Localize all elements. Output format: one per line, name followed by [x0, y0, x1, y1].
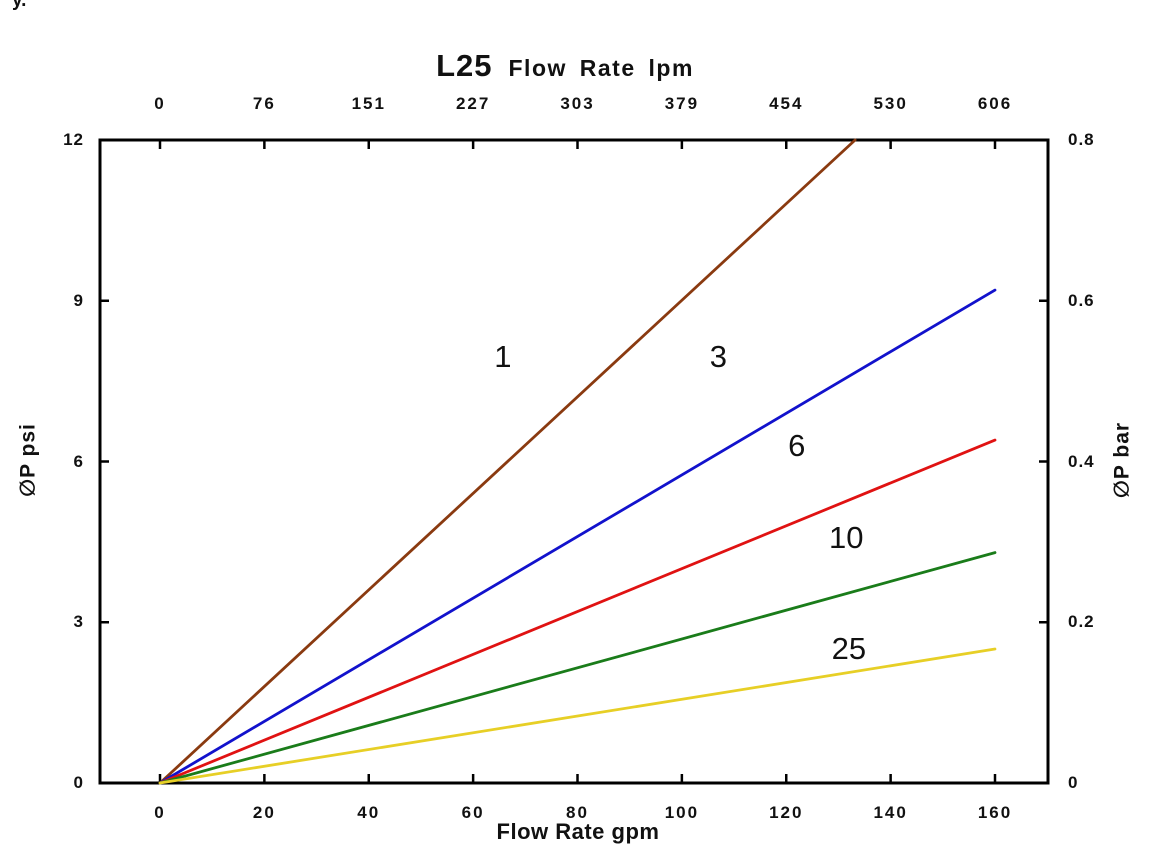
chart-title: L25 Flow Rate lpm	[436, 48, 694, 84]
plot-frame	[98, 138, 1050, 785]
bottom-axis-title: Flow Rate gpm	[496, 819, 660, 844]
series-line-6	[158, 438, 997, 785]
model-label: L25	[436, 48, 493, 83]
series-line-3	[158, 288, 997, 785]
stray-mark: y.	[12, 0, 27, 11]
series-line-10	[158, 551, 997, 785]
top-axis-title: Flow Rate lpm	[508, 55, 694, 81]
series-line-1	[158, 138, 857, 785]
series-line-25	[158, 647, 997, 785]
